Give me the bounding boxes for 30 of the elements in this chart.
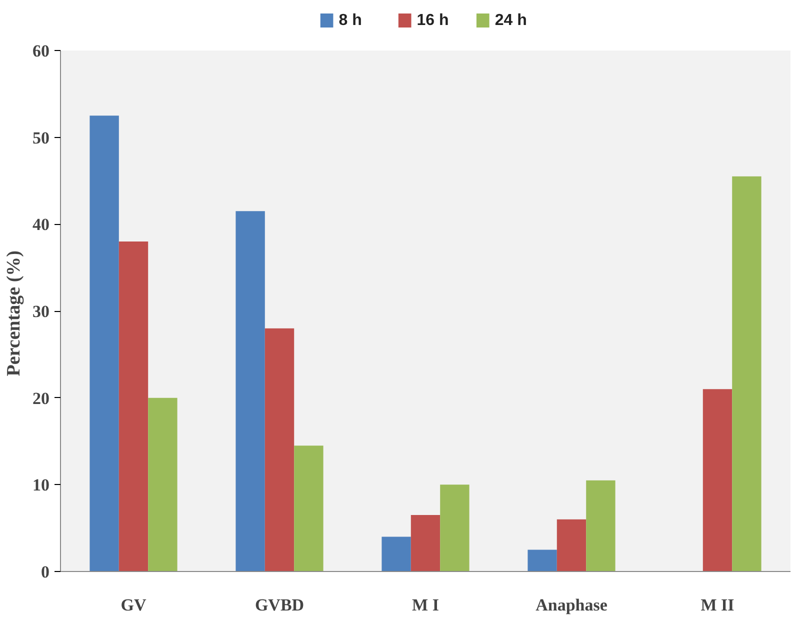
bar [264, 328, 294, 572]
legend-label: 16 h [416, 12, 449, 29]
bar [528, 550, 557, 572]
legend-label: 8 h [338, 12, 362, 29]
bar [702, 389, 732, 572]
bar [294, 446, 324, 572]
legend-label: 24 h [494, 12, 527, 29]
y-tick-label: 40 [32, 215, 50, 234]
y-tick-label: 20 [32, 388, 50, 408]
bar [148, 398, 178, 572]
x-tick-label: M II [700, 596, 735, 614]
x-tick-label: Anaphase [536, 596, 608, 614]
y-tick-label: 60 [32, 42, 50, 60]
x-tick-label: GVBD [254, 596, 304, 614]
bar [118, 242, 148, 572]
bar [90, 116, 119, 572]
y-tick-label: 50 [32, 128, 50, 148]
bar [410, 515, 440, 572]
y-tick-label: 10 [32, 476, 50, 495]
bar [440, 484, 470, 572]
x-tick-label: M I [412, 596, 440, 614]
y-axis-title: Percentage (%) [4, 250, 24, 376]
bar [556, 519, 586, 572]
y-tick-label: 0 [41, 562, 50, 582]
x-tick-label: GV [120, 596, 147, 614]
bar [732, 176, 762, 572]
bar [236, 211, 265, 572]
bar [586, 480, 616, 572]
y-tick-label: 30 [32, 302, 50, 321]
bar [382, 536, 411, 572]
